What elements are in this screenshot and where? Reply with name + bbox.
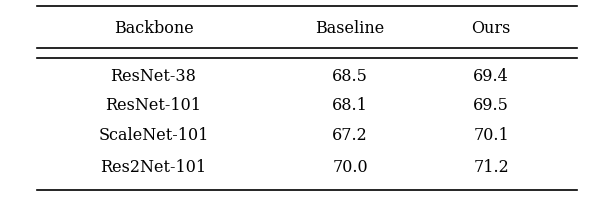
Text: 67.2: 67.2 [332,127,368,144]
Text: Res2Net-101: Res2Net-101 [101,159,206,176]
Text: 69.5: 69.5 [473,97,509,114]
Text: ScaleNet-101: ScaleNet-101 [98,127,209,144]
Text: Backbone: Backbone [114,20,193,37]
Text: 70.0: 70.0 [332,159,368,176]
Text: 68.5: 68.5 [332,68,368,85]
Text: 71.2: 71.2 [473,159,509,176]
Text: Baseline: Baseline [316,20,384,37]
Text: 68.1: 68.1 [332,97,368,114]
Text: Ours: Ours [472,20,511,37]
Text: 70.1: 70.1 [473,127,509,144]
Text: 69.4: 69.4 [473,68,509,85]
Text: ResNet-38: ResNet-38 [111,68,196,85]
Text: ResNet-101: ResNet-101 [106,97,201,114]
